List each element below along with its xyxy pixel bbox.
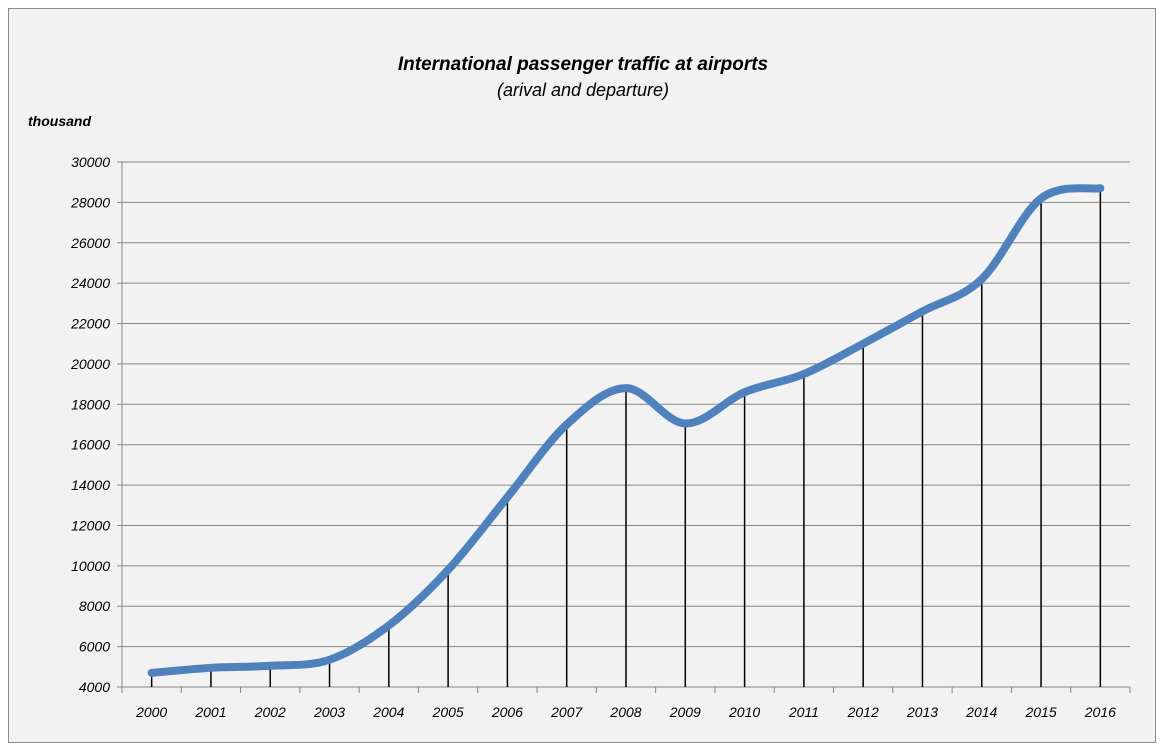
data-point <box>504 494 510 500</box>
x-tick-label: 2002 <box>254 704 286 720</box>
series-line <box>147 184 1105 677</box>
y-tick-label: 12000 <box>71 517 110 533</box>
data-point <box>1097 185 1103 191</box>
data-point <box>919 308 925 314</box>
x-tick-label: 2016 <box>1084 704 1116 720</box>
data-point <box>1038 195 1044 201</box>
chart-subtitle: (arival and departure) <box>496 80 670 100</box>
y-tick-label: 8000 <box>79 598 110 614</box>
data-point <box>445 567 451 573</box>
data-point <box>801 371 807 377</box>
y-tick-label: 6000 <box>79 639 110 655</box>
y-tick-label: 14000 <box>71 477 110 493</box>
y-tick-label: 28000 <box>70 194 110 210</box>
x-tick-label: 2015 <box>1024 704 1056 720</box>
x-tick-label: 2011 <box>788 704 819 720</box>
x-tick-label: 2001 <box>194 704 226 720</box>
data-point <box>208 665 214 671</box>
x-tick-label: 2009 <box>669 704 701 720</box>
data-point <box>623 385 629 391</box>
y-tick-label: 16000 <box>71 437 110 453</box>
data-point <box>327 657 333 663</box>
data-point <box>860 341 866 347</box>
x-tick-label: 2006 <box>491 704 523 720</box>
y-tick-label: 10000 <box>71 558 110 574</box>
data-point <box>979 276 985 282</box>
x-tick-label: 2005 <box>432 704 464 720</box>
x-tick-label: 2003 <box>313 704 345 720</box>
y-axis-unit-label: thousand <box>28 113 91 129</box>
data-point <box>386 622 392 628</box>
x-tick-label: 2004 <box>372 704 404 720</box>
y-tick-label: 20000 <box>70 356 110 372</box>
x-tick-label: 2008 <box>609 704 641 720</box>
chart-frame <box>8 8 1156 743</box>
y-tick-label: 30000 <box>71 154 110 170</box>
x-tick-label: 2000 <box>135 704 167 720</box>
data-point <box>564 422 570 428</box>
chart-title: International passenger traffic at airpo… <box>397 54 769 75</box>
data-point <box>149 670 155 676</box>
y-tick-label: 24000 <box>70 275 110 291</box>
y-tick-label: 22000 <box>70 316 110 332</box>
x-tick-label: 2013 <box>906 704 938 720</box>
x-tick-label: 2012 <box>847 704 879 720</box>
x-tick-label: 2007 <box>550 704 583 720</box>
data-point <box>267 663 273 669</box>
y-tick-label: 4000 <box>79 679 110 695</box>
y-tick-label: 26000 <box>70 235 110 251</box>
x-tick-label: 2014 <box>965 704 997 720</box>
x-tick-label: 2010 <box>728 704 760 720</box>
y-tick-label: 18000 <box>71 396 110 412</box>
data-point <box>682 420 688 426</box>
data-point <box>742 389 748 395</box>
